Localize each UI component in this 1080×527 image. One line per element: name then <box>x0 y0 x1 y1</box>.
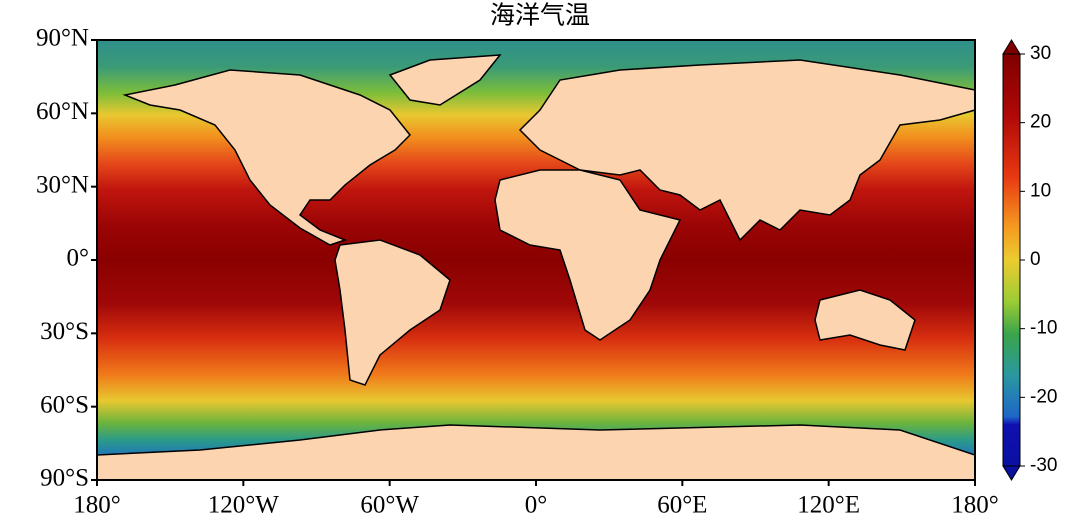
x-tick-label: 120°W <box>208 492 279 519</box>
y-tick-label: 0° <box>67 245 90 272</box>
x-tick-label: 0° <box>525 492 548 519</box>
colorbar-tick-label: 10 <box>1030 180 1051 201</box>
eurasia <box>518 59 976 242</box>
map-title: 海洋气温 <box>490 2 590 30</box>
colorbar-tick-label: 0 <box>1030 249 1041 270</box>
colorbar-tick-label: -10 <box>1030 318 1057 339</box>
north-america <box>122 69 412 246</box>
x-tick-label: 180° <box>73 492 121 519</box>
colorbar-scale <box>1002 53 1021 467</box>
colorbar-tick-label: -30 <box>1030 455 1057 476</box>
y-tick-label: 90°N <box>36 25 89 52</box>
x-tick-label: 60°W <box>360 492 419 519</box>
x-tick-label: 120°E <box>797 492 860 519</box>
x-tick-label: 60°E <box>657 492 707 519</box>
colorbar-tick-label: 20 <box>1030 112 1051 133</box>
colorbar-min-arrow <box>1002 465 1021 481</box>
south-america <box>334 239 451 386</box>
y-tick-label: 60°N <box>36 98 89 125</box>
y-tick-label: 30°N <box>36 171 89 198</box>
continents <box>96 54 976 481</box>
y-tick-label: 30°S <box>40 318 89 345</box>
colorbar-max-arrow <box>1002 39 1021 55</box>
y-tick-label: 90°S <box>40 465 89 492</box>
africa <box>494 169 682 341</box>
colorbar-tick-label: 30 <box>1030 43 1051 64</box>
australia <box>814 289 916 351</box>
colorbar-tick-label: -20 <box>1030 386 1057 407</box>
colorbar: 30 20 10 0 -10 -20 -30 <box>1002 39 1057 481</box>
x-tick-label: 180° <box>951 492 999 519</box>
greenland <box>388 54 502 106</box>
y-tick-label: 60°S <box>40 391 89 418</box>
